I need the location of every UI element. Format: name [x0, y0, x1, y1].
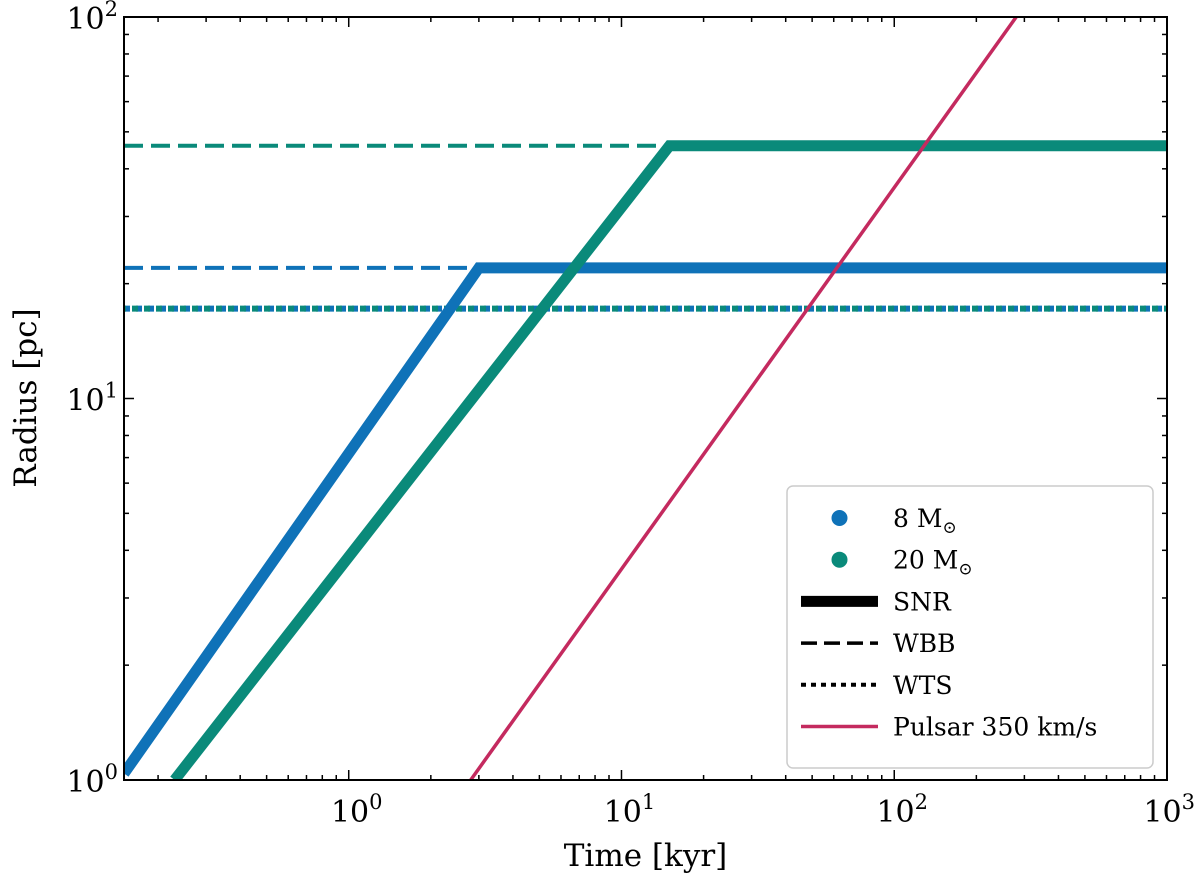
x-tick-label-1: 101	[604, 790, 656, 830]
legend-entry-0: 8 M⊙	[831, 504, 957, 538]
legend-label-2: SNR	[893, 587, 952, 616]
legend-entry-1: 20 M⊙	[831, 546, 973, 580]
legend: 8 M⊙ 20 M⊙ SNR WBB WTS Pulsar 350 km/s	[786, 485, 1154, 769]
legend-label-1: 20 M⊙	[893, 546, 973, 580]
series-line-1	[170, 140, 1167, 780]
legend-entry-5: Pulsar 350 km/s	[801, 713, 1097, 742]
legend-label-5: Pulsar 350 km/s	[893, 713, 1097, 742]
series-line-6	[469, 17, 1018, 780]
legend-marker-1	[831, 551, 848, 568]
series-line-0	[124, 262, 1167, 777]
legend-label-0: 8 M⊙	[893, 504, 957, 538]
y-tick-label-1: 101	[66, 379, 118, 419]
legend-label-3: WBB	[893, 629, 955, 658]
series-layer	[124, 17, 1167, 780]
legend-box	[786, 485, 1154, 769]
y-axis-label: Radius [pc]	[8, 308, 44, 487]
x-tick-label-2: 102	[876, 790, 928, 830]
x-tick-label-3: 103	[1143, 790, 1195, 830]
legend-entry-4: WTS	[801, 671, 953, 700]
tick-layer	[124, 16, 1168, 781]
y-tick-label-2: 102	[66, 0, 118, 37]
x-axis-label: Time [kyr]	[564, 838, 728, 874]
legend-marker-0	[831, 510, 848, 526]
legend-entry-2: SNR	[801, 587, 952, 616]
y-tick-label-0: 100	[66, 760, 118, 800]
legend-entry-3: WBB	[801, 629, 955, 658]
legend-label-4: WTS	[893, 671, 953, 700]
x-tick-label-0: 100	[331, 790, 383, 830]
label-layer: 100 101 102 103 100 101 102	[66, 0, 1195, 830]
